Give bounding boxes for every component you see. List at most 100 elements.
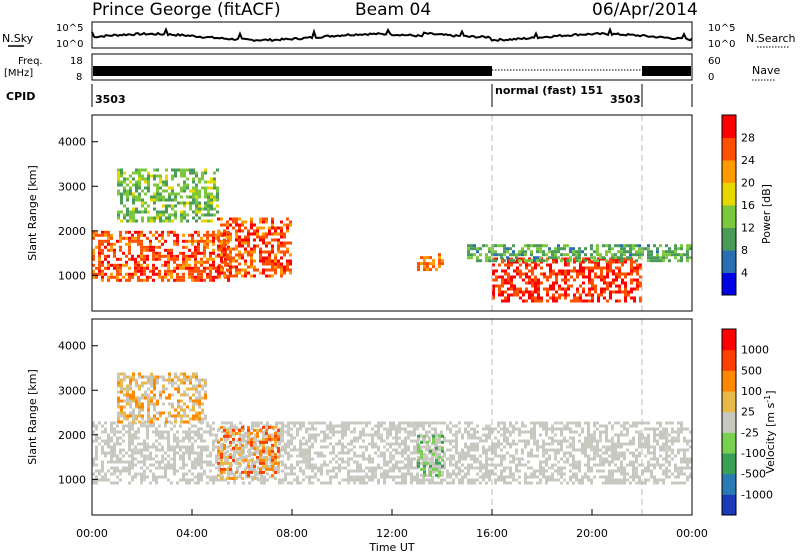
echo-cell [545, 451, 548, 455]
echo-cell [482, 466, 485, 470]
echo-cell [593, 433, 596, 437]
echo-cell [274, 259, 277, 263]
echo-cell [338, 439, 341, 443]
echo-cell [510, 263, 513, 267]
echo-cell [609, 290, 612, 294]
echo-cell [452, 439, 455, 443]
echo-cell [500, 433, 503, 437]
nave-tick-bottom: 0 [708, 72, 714, 83]
echo-cell [229, 467, 232, 471]
echo-cell [92, 233, 95, 237]
echo-cell [314, 439, 317, 443]
echo-cell [220, 461, 223, 465]
echo-cell [271, 232, 274, 236]
echo-cell [250, 431, 253, 435]
echo-cell [120, 174, 123, 178]
echo-cell [491, 445, 494, 449]
echo-cell [629, 463, 632, 467]
echo-cell [569, 451, 572, 455]
cpid-segment-3: 3503 [610, 93, 641, 106]
echo-cell [152, 472, 155, 476]
echo-cell [614, 451, 617, 455]
echo-cell [531, 281, 534, 285]
echo-cell [173, 466, 176, 470]
echo-cell [135, 219, 138, 223]
echo-cell [253, 274, 256, 278]
echo-cell [201, 396, 204, 400]
echo-cell [617, 421, 620, 425]
echo-cell [530, 250, 533, 254]
echo-cell [515, 442, 518, 446]
echo-cell [575, 253, 578, 257]
echo-cell [147, 210, 150, 214]
echo-cell [383, 451, 386, 455]
echo-cell [630, 263, 633, 267]
echo-cell [614, 481, 617, 485]
echo-cell [165, 216, 168, 220]
echo-cell [356, 478, 359, 482]
echo-cell [624, 287, 627, 291]
echo-cell [516, 293, 519, 297]
echo-cell [552, 269, 555, 273]
echo-cell [159, 414, 162, 418]
echo-cell [497, 454, 500, 458]
echo-cell [138, 192, 141, 196]
echo-cell [563, 427, 566, 431]
echo-cell [173, 260, 176, 264]
echo-cell [174, 417, 177, 421]
echo-cell [104, 233, 107, 237]
echo-cell [101, 448, 104, 452]
echo-cell [98, 260, 101, 264]
echo-cell [271, 274, 274, 278]
colorbar-swatch [722, 329, 736, 351]
y-tick-label: 1000 [58, 473, 86, 486]
echo-cell [153, 216, 156, 220]
echo-cell [224, 439, 227, 443]
echo-cell [656, 442, 659, 446]
echo-cell [527, 244, 530, 248]
echo-cell [584, 463, 587, 467]
echo-cell [311, 436, 314, 440]
echo-cell [543, 275, 546, 279]
echo-cell [209, 257, 212, 261]
echo-cell [116, 430, 119, 434]
echo-cell [627, 272, 630, 276]
echo-cell [155, 433, 158, 437]
echo-cell [659, 466, 662, 470]
echo-cell [537, 284, 540, 288]
echo-cell [198, 177, 201, 181]
echo-cell [140, 448, 143, 452]
echo-cell [221, 445, 224, 449]
echo-cell [308, 478, 311, 482]
echo-cell [156, 198, 159, 202]
echo-cell [135, 189, 138, 193]
echo-cell [417, 446, 420, 450]
echo-cell [392, 421, 395, 425]
echo-cell [189, 189, 192, 193]
echo-cell [153, 405, 156, 409]
echo-cell [117, 414, 120, 418]
echo-cell [120, 219, 123, 223]
echo-cell [132, 219, 135, 223]
echo-cell [497, 439, 500, 443]
echo-cell [137, 230, 140, 234]
echo-cell [605, 439, 608, 443]
echo-cell [268, 434, 271, 438]
echo-cell [200, 433, 203, 437]
echo-cell [256, 232, 259, 236]
echo-cell [380, 451, 383, 455]
echo-cell [137, 430, 140, 434]
echo-cell [578, 469, 581, 473]
echo-cell [380, 421, 383, 425]
echo-cell [521, 250, 524, 254]
echo-cell [308, 448, 311, 452]
echo-cell [238, 217, 241, 221]
echo-cell [197, 233, 200, 237]
echo-cell [341, 445, 344, 449]
echo-cell [277, 250, 280, 254]
echo-cell [280, 274, 283, 278]
echo-cell [332, 457, 335, 461]
echo-cell [137, 254, 140, 258]
echo-cell [135, 195, 138, 199]
echo-cell [485, 448, 488, 452]
